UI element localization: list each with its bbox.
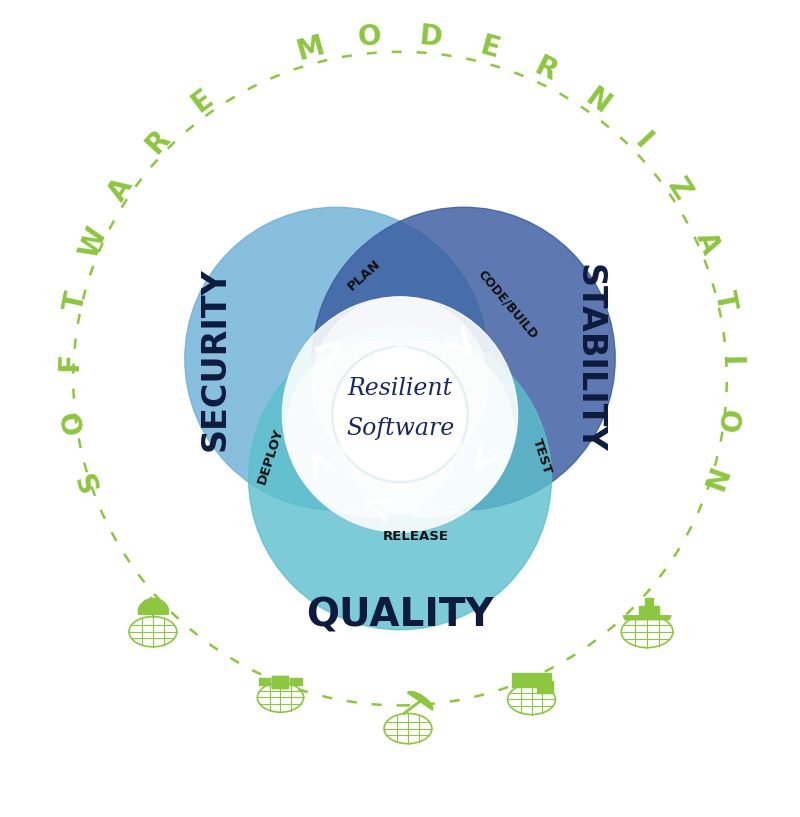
Text: F: F <box>55 351 83 371</box>
Text: CODE/BUILD: CODE/BUILD <box>475 268 540 342</box>
Text: O: O <box>710 408 742 435</box>
Text: A: A <box>690 228 724 258</box>
Text: A: A <box>103 173 138 206</box>
Text: PLAN: PLAN <box>345 257 383 293</box>
Polygon shape <box>623 616 671 620</box>
Circle shape <box>185 208 488 510</box>
Text: E: E <box>477 32 502 65</box>
Circle shape <box>286 342 462 517</box>
Text: Resilient: Resilient <box>347 377 453 400</box>
Text: D: D <box>418 22 443 52</box>
Circle shape <box>338 342 514 517</box>
Polygon shape <box>639 605 659 616</box>
Text: SECURITY: SECURITY <box>198 267 231 450</box>
Polygon shape <box>645 598 653 605</box>
Text: DEPLOY: DEPLOY <box>255 426 286 486</box>
Circle shape <box>334 349 466 480</box>
Text: W: W <box>74 224 112 263</box>
FancyBboxPatch shape <box>272 676 289 689</box>
Text: N: N <box>694 464 728 495</box>
Text: Z: Z <box>662 173 697 206</box>
Text: O: O <box>357 22 382 52</box>
Text: TEST: TEST <box>530 437 554 476</box>
Text: R: R <box>530 52 562 87</box>
Text: S: S <box>73 466 106 494</box>
Text: E: E <box>186 84 218 118</box>
Circle shape <box>312 208 615 510</box>
Polygon shape <box>538 681 554 694</box>
Text: T: T <box>709 289 740 313</box>
Text: I: I <box>717 355 745 367</box>
Text: STABILITY: STABILITY <box>573 265 606 453</box>
Polygon shape <box>290 677 302 685</box>
Text: O: O <box>58 408 90 435</box>
Circle shape <box>249 327 551 630</box>
Text: RELEASE: RELEASE <box>383 529 449 542</box>
Polygon shape <box>258 677 270 685</box>
Text: Software: Software <box>346 417 454 440</box>
Text: R: R <box>140 124 175 159</box>
Text: T: T <box>60 289 91 313</box>
Text: N: N <box>580 83 615 119</box>
Circle shape <box>312 297 488 472</box>
Polygon shape <box>511 672 551 687</box>
Text: QUALITY: QUALITY <box>306 596 494 635</box>
Text: M: M <box>294 31 327 65</box>
Polygon shape <box>407 691 433 710</box>
Text: I: I <box>629 128 656 155</box>
